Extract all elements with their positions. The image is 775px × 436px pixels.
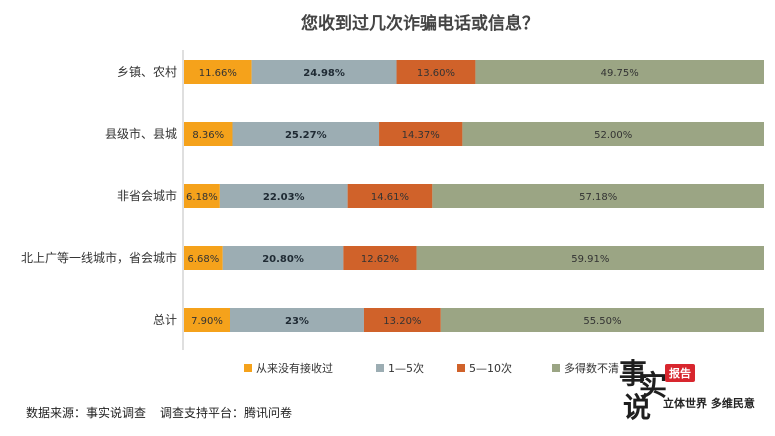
logo-char-1: 事 [619, 357, 648, 390]
bar-segment [363, 308, 441, 332]
bar-segment [184, 60, 252, 84]
platform-text: 调查支持平台：腾讯问卷 [160, 406, 293, 420]
logo-char-2: 实 [639, 369, 668, 402]
category-label: 总计 [153, 313, 177, 327]
data-label: 6.68% [187, 254, 219, 265]
data-label: 13.60% [417, 68, 455, 79]
bar-segment [475, 60, 764, 84]
data-label: 6.18% [186, 192, 218, 203]
category-label: 北上广等一线城市，省会城市 [21, 250, 177, 265]
bar-segment [184, 122, 233, 146]
bar-segment [396, 60, 476, 84]
bar-segment [440, 308, 764, 332]
data-label: 23% [285, 316, 309, 327]
brand-logo: 事 实 说 报告 立体世界 多维民意 [617, 360, 767, 430]
data-label: 13.20% [383, 316, 421, 327]
data-label: 59.91% [571, 254, 609, 265]
data-label: 12.62% [361, 254, 399, 265]
bar-segment [462, 122, 764, 146]
legend-label: 5—10次 [469, 361, 512, 375]
data-label: 52.00% [594, 130, 632, 141]
data-label: 8.36% [192, 130, 224, 141]
bar-segment [230, 308, 364, 332]
legend-swatch [376, 364, 384, 372]
legend-swatch [244, 364, 252, 372]
bar-segment [184, 308, 231, 332]
bar-segment [184, 246, 223, 270]
logo-char-3: 说 [623, 391, 652, 424]
data-label: 57.18% [579, 192, 617, 203]
data-label: 20.80% [262, 254, 304, 265]
data-label: 7.90% [191, 316, 223, 327]
category-label: 乡镇、农村 [117, 65, 177, 79]
data-source-footer: 数据来源：事实说调查 调查支持平台：腾讯问卷 [26, 404, 292, 421]
legend-swatch [457, 364, 465, 372]
legend-label: 多得数不清 [564, 361, 619, 375]
bar-segment [379, 122, 463, 146]
bar-segment [432, 184, 764, 208]
category-label: 县级市、县城 [105, 126, 177, 141]
data-label: 11.66% [199, 68, 237, 79]
bar-segment [232, 122, 380, 146]
logo-badge: 报告 [665, 364, 695, 382]
chart-title: 您收到过几次诈骗电话或信息？ [301, 13, 539, 34]
data-label: 14.61% [371, 192, 409, 203]
bar-segment [347, 184, 433, 208]
bar-segment [184, 184, 220, 208]
logo-tagline: 立体世界 多维民意 [663, 397, 755, 410]
legend-swatch [552, 364, 560, 372]
category-label: 非省会城市 [117, 188, 177, 203]
data-label: 24.98% [303, 68, 345, 79]
source-text: 数据来源：事实说调查 [26, 406, 147, 420]
data-label: 22.03% [263, 192, 305, 203]
bar-segment [343, 246, 417, 270]
bar-segment [222, 246, 344, 270]
bar-segment [251, 60, 397, 84]
data-label: 49.75% [601, 68, 639, 79]
bar-group: 11.66% 24.98% 13.60% 49.75% 8.36% 25.27% 14.37… [184, 60, 764, 332]
data-label: 55.50% [583, 316, 621, 327]
legend-label: 从来没有接收过 [256, 361, 333, 375]
bar-segment [416, 246, 764, 270]
legend-label: 1—5次 [388, 361, 424, 375]
data-label: 14.37% [402, 130, 440, 141]
data-label: 25.27% [285, 130, 327, 141]
bar-segment [219, 184, 348, 208]
legend: 从来没有接收过 1—5次 5—10次 多得数不清 [244, 361, 619, 375]
